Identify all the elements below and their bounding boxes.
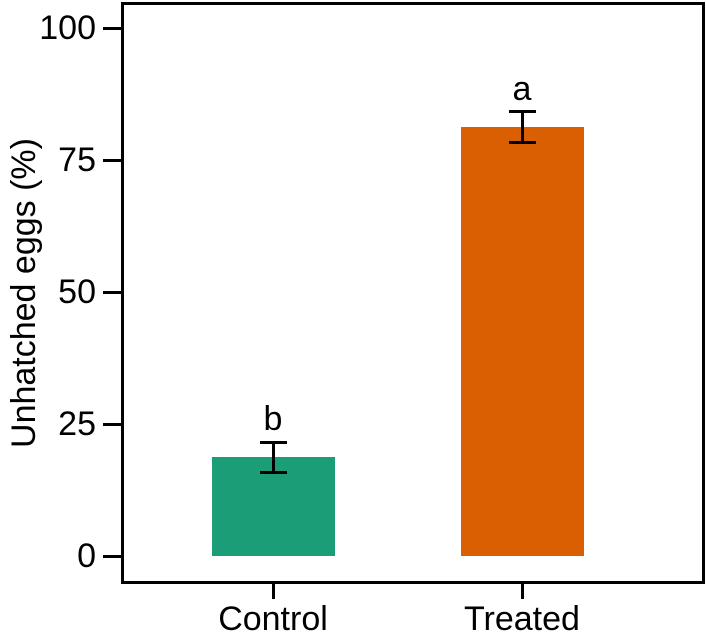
y-tick-label: 75: [58, 141, 96, 179]
y-tick: [103, 554, 121, 558]
significance-letter: b: [263, 400, 283, 439]
y-tick-label: 100: [39, 9, 96, 47]
x-tick: [271, 583, 275, 599]
x-axis-label: Control: [218, 600, 328, 637]
y-tick-label: 25: [58, 405, 96, 443]
y-tick: [103, 158, 121, 162]
error-bar-line: [271, 442, 275, 473]
y-tick-label: 50: [58, 273, 96, 311]
y-tick: [103, 290, 121, 294]
y-tick: [103, 26, 121, 30]
y-tick: [103, 422, 121, 426]
plot-area-frame: [121, 2, 705, 584]
bar-treated: [460, 127, 584, 556]
error-bar-cap-bottom: [508, 141, 536, 145]
y-tick-label: 0: [77, 537, 96, 575]
error-bar-cap-bottom: [259, 470, 287, 474]
significance-letter: a: [512, 69, 532, 108]
x-axis-label: Treated: [464, 600, 580, 637]
x-tick: [520, 583, 524, 599]
bar-control: [211, 457, 335, 556]
error-bar-cap-top: [259, 440, 287, 444]
error-bar-line: [520, 111, 524, 143]
error-bar-cap-top: [508, 110, 536, 114]
